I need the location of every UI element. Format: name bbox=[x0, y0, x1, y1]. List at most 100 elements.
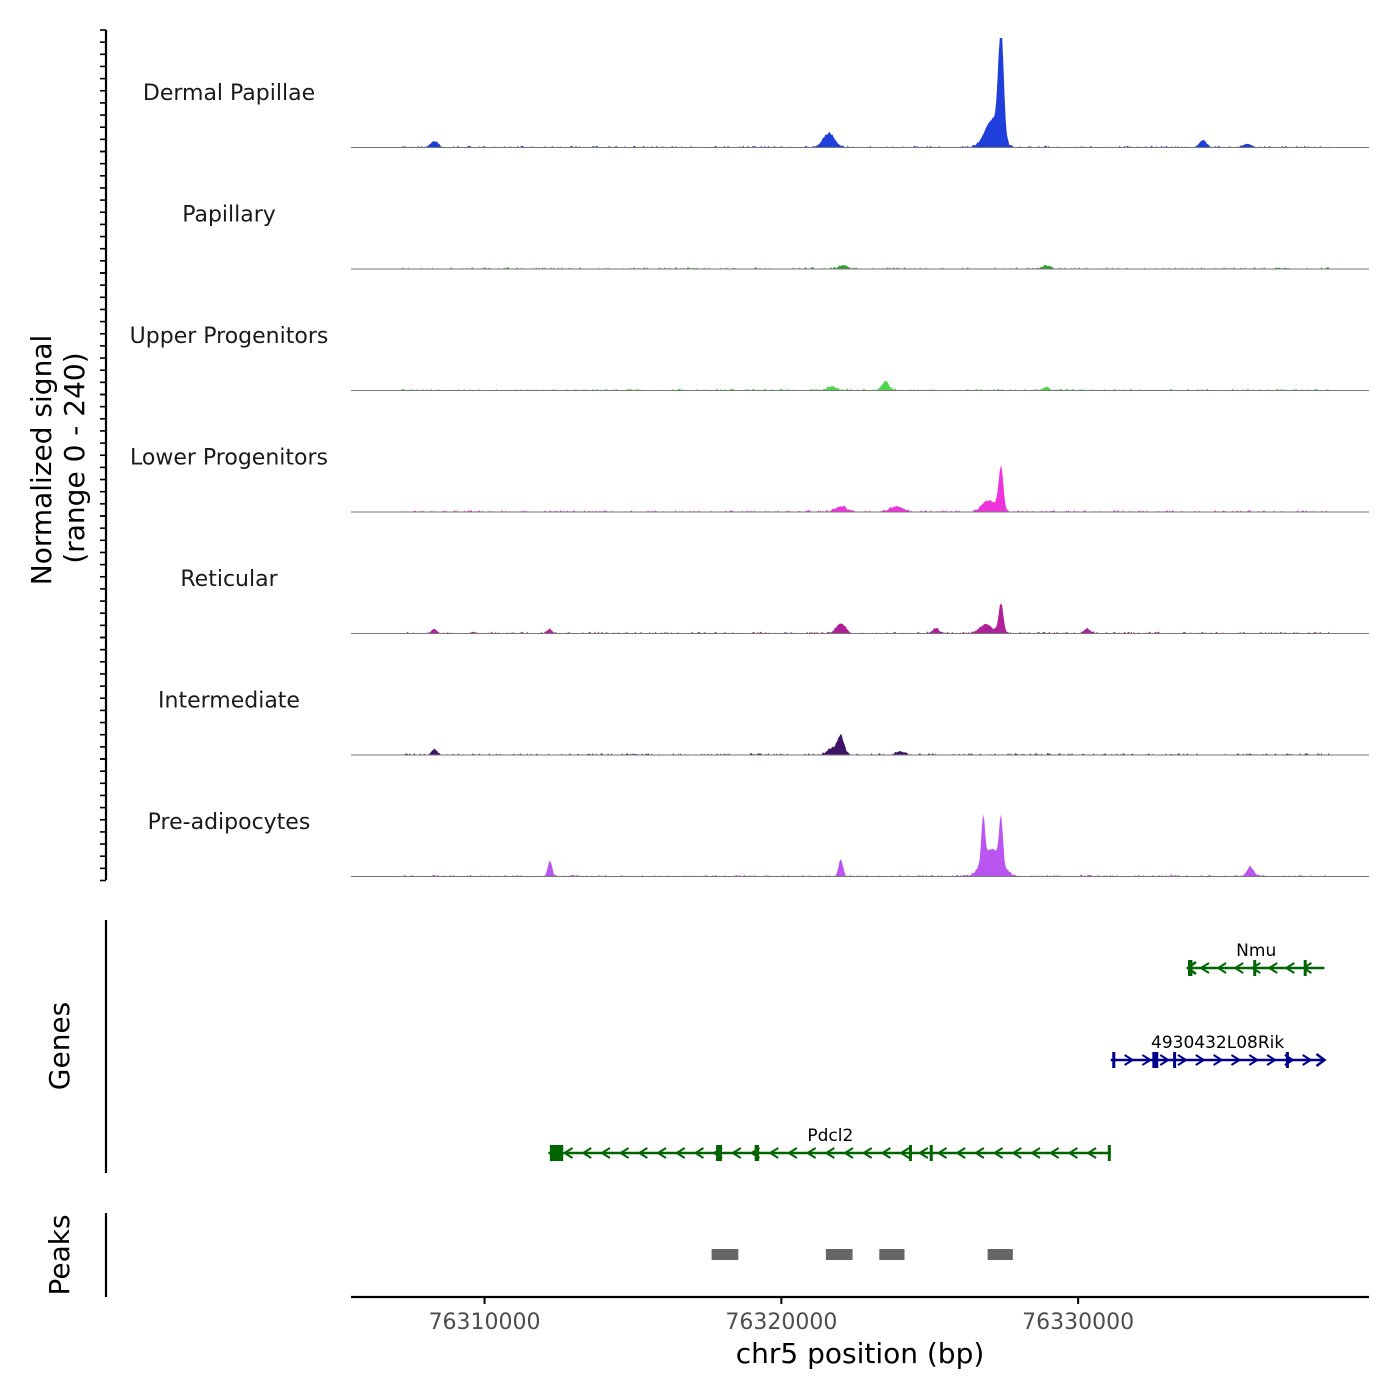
strand-chevron bbox=[843, 1147, 854, 1159]
strand-chevron bbox=[1250, 962, 1261, 974]
gene-pdcl2: Pdcl2 bbox=[547, 1126, 1111, 1161]
gene-exon bbox=[754, 1145, 760, 1161]
track-label: Upper Progenitors bbox=[130, 324, 329, 349]
gene-label: Pdcl2 bbox=[807, 1126, 853, 1146]
strand-chevron bbox=[955, 1147, 966, 1159]
strand-chevron bbox=[1213, 1054, 1224, 1066]
strand-chevron bbox=[787, 1147, 798, 1159]
strand-chevron bbox=[618, 1147, 630, 1159]
strand-chevron bbox=[1301, 962, 1312, 974]
strand-chevron bbox=[1011, 1147, 1022, 1159]
strand-chevron bbox=[1266, 1054, 1277, 1066]
strand-chevron bbox=[1141, 1054, 1153, 1066]
signal-axis-ticks bbox=[100, 29, 106, 882]
strand-chevron bbox=[1067, 1147, 1078, 1159]
gene-exon bbox=[908, 1145, 912, 1161]
strand-chevron bbox=[1030, 1147, 1041, 1159]
signal-area bbox=[401, 465, 1331, 512]
track-pre-adipocytes: Pre-adipocytes bbox=[148, 810, 1369, 877]
gene-4930432l08rik: 4930432L08Rik bbox=[1110, 1033, 1327, 1068]
strand-chevron bbox=[562, 1147, 574, 1159]
strand-chevron bbox=[600, 1147, 611, 1159]
coverage-tracks: Dermal Papillae Papillary Upper Progenitor… bbox=[130, 38, 1369, 877]
signal-area bbox=[401, 264, 1331, 269]
x-axis-ticks: 76310000 76320000 76330000 bbox=[429, 1297, 1134, 1335]
strand-chevron bbox=[1233, 962, 1244, 974]
signal-area bbox=[401, 38, 1331, 148]
strand-chevron bbox=[1267, 962, 1278, 974]
x-axis-title: chr5 position (bp) bbox=[736, 1337, 985, 1370]
strand-chevron bbox=[1302, 1054, 1313, 1066]
gene-label: Nmu bbox=[1236, 941, 1276, 961]
signal-area bbox=[401, 603, 1331, 634]
gene-exon bbox=[1152, 1052, 1159, 1068]
strand-end-arrow bbox=[1315, 1053, 1327, 1067]
peak-region bbox=[825, 1249, 853, 1260]
strand-chevron bbox=[1248, 1054, 1260, 1066]
gene-exon bbox=[1187, 960, 1193, 976]
strand-chevron bbox=[637, 1147, 648, 1159]
genes-axis-title: Genes bbox=[43, 1002, 76, 1090]
peaks-axis-title: Peaks bbox=[43, 1214, 76, 1295]
strand-chevron bbox=[861, 1147, 873, 1159]
peak-region bbox=[987, 1249, 1013, 1260]
gene-exon bbox=[1112, 1052, 1116, 1068]
strand-chevron bbox=[581, 1147, 592, 1159]
y-axis-title-line1: Normalized signal bbox=[25, 335, 58, 586]
x-tick-label: 76310000 bbox=[429, 1310, 541, 1335]
strand-chevron bbox=[1086, 1147, 1097, 1159]
strand-chevron bbox=[1230, 1054, 1242, 1066]
track-label: Reticular bbox=[180, 567, 278, 592]
gene-annotation-track: Nmu 4930432L08Rik Pdcl2 bbox=[547, 941, 1327, 1161]
strand-chevron bbox=[1048, 1147, 1060, 1159]
gene-exon bbox=[549, 1145, 564, 1161]
strand-chevron bbox=[992, 1147, 1004, 1159]
gene-exon bbox=[716, 1145, 722, 1161]
strand-chevron bbox=[730, 1147, 742, 1159]
strand-chevron bbox=[880, 1147, 891, 1159]
strand-chevron bbox=[899, 1147, 910, 1159]
gene-exon bbox=[1173, 1052, 1177, 1068]
strand-chevron bbox=[1199, 962, 1210, 974]
strand-chevron bbox=[1284, 962, 1295, 974]
track-label: Dermal Papillae bbox=[143, 81, 315, 106]
gene-label: 4930432L08Rik bbox=[1151, 1033, 1284, 1053]
signal-area bbox=[401, 814, 1331, 877]
strand-chevron bbox=[936, 1147, 948, 1159]
gene-exon bbox=[1107, 1145, 1111, 1161]
strand-chevron bbox=[768, 1147, 779, 1159]
strand-chevron bbox=[1177, 1054, 1188, 1066]
gene-exon bbox=[1253, 960, 1257, 976]
strand-chevron bbox=[656, 1147, 667, 1159]
track-label: Lower Progenitors bbox=[130, 446, 328, 471]
signal-area bbox=[401, 734, 1331, 755]
strand-chevron bbox=[974, 1147, 985, 1159]
gene-exon bbox=[929, 1145, 933, 1161]
strand-chevron bbox=[917, 1147, 929, 1159]
strand-chevron bbox=[674, 1147, 686, 1159]
track-dermal-papillae: Dermal Papillae bbox=[143, 38, 1369, 148]
y-axis-title-line2: (range 0 - 240) bbox=[58, 352, 91, 563]
track-label: Papillary bbox=[182, 203, 276, 228]
peak-region bbox=[879, 1249, 905, 1260]
track-upper-progenitors: Upper Progenitors bbox=[130, 324, 1369, 391]
signal-area bbox=[401, 380, 1331, 391]
track-lower-progenitors: Lower Progenitors bbox=[130, 446, 1369, 513]
strand-chevron bbox=[805, 1147, 817, 1159]
gene-nmu: Nmu bbox=[1185, 941, 1325, 976]
gene-exon bbox=[1285, 1052, 1289, 1068]
x-tick-label: 76330000 bbox=[1022, 1310, 1134, 1335]
strand-chevron bbox=[1216, 962, 1227, 974]
track-intermediate: Intermediate bbox=[158, 689, 1369, 756]
x-tick-label: 76320000 bbox=[725, 1310, 837, 1335]
strand-chevron bbox=[693, 1147, 704, 1159]
strand-chevron bbox=[1124, 1054, 1135, 1066]
peak-region-track bbox=[711, 1249, 1013, 1260]
track-reticular: Reticular bbox=[180, 567, 1369, 634]
track-label: Intermediate bbox=[158, 689, 300, 714]
strand-chevron bbox=[1159, 1054, 1171, 1066]
track-label: Pre-adipocytes bbox=[148, 810, 311, 835]
gene-exon bbox=[1303, 960, 1307, 976]
strand-chevron bbox=[1195, 1054, 1206, 1066]
